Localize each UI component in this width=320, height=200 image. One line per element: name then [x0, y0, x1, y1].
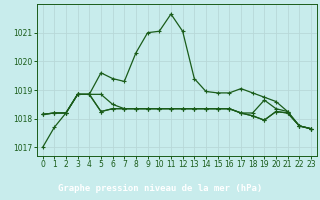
Text: Graphe pression niveau de la mer (hPa): Graphe pression niveau de la mer (hPa) — [58, 184, 262, 193]
